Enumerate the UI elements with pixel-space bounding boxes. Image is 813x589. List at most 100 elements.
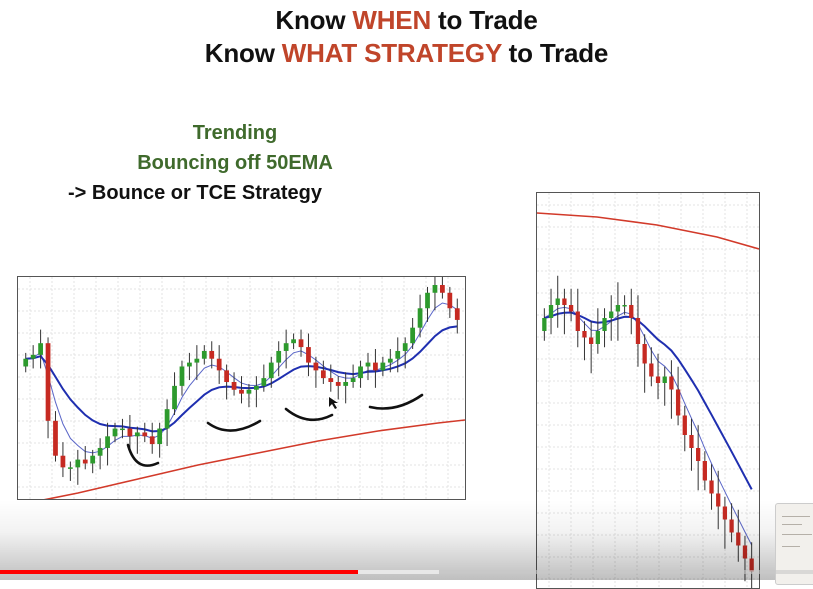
candle-body	[112, 428, 118, 437]
title-2-post: to Trade	[501, 38, 609, 68]
candle-body	[417, 308, 423, 328]
candle-body	[216, 358, 222, 371]
candle-body	[402, 343, 408, 351]
candle-body	[358, 366, 363, 379]
candle-body	[736, 532, 741, 546]
candle-body	[97, 447, 103, 456]
candle-body	[157, 428, 163, 445]
candle-body	[60, 455, 66, 468]
candle-body	[642, 344, 647, 364]
candle-body	[67, 467, 73, 469]
candle-body	[709, 480, 714, 494]
ema-50-line	[544, 311, 753, 490]
candle-body	[635, 318, 641, 344]
note-strategy: -> Bounce or TCE Strategy	[68, 182, 322, 204]
candle-body	[454, 308, 460, 320]
candle-body	[298, 339, 304, 348]
candle-body	[239, 389, 244, 394]
candle-body	[395, 350, 401, 359]
candle-body	[127, 428, 133, 437]
candle-body	[30, 354, 36, 359]
candle-body	[555, 298, 560, 305]
candle-body	[669, 376, 674, 390]
candle-body	[675, 389, 681, 416]
candle-body	[246, 389, 252, 394]
candle-body	[283, 343, 289, 351]
candle-body	[268, 362, 274, 379]
candle-body	[335, 382, 341, 386]
candle-body	[425, 292, 430, 309]
candle-body	[562, 298, 567, 305]
candle-body	[172, 385, 177, 410]
strategy-notes: Trending Bouncing off 50EMA -> Bounce or…	[60, 118, 410, 208]
candle-body	[582, 331, 587, 338]
title-2-pre: Know	[204, 38, 282, 68]
candle-body	[689, 435, 694, 448]
video-controls-overlay	[0, 500, 813, 580]
mouse-cursor-icon	[329, 397, 338, 409]
candle-body	[82, 459, 88, 464]
candle-body	[432, 285, 438, 293]
candle-body	[629, 305, 634, 318]
candle-body	[440, 285, 445, 293]
video-progress-bar[interactable]	[0, 570, 813, 574]
candle-body	[343, 382, 349, 386]
downtrend-chart	[536, 192, 760, 589]
thumb-line	[782, 516, 810, 517]
candle-body	[568, 305, 574, 312]
candle-body	[729, 519, 734, 533]
candle-body	[716, 493, 721, 507]
candle-body	[595, 331, 600, 344]
candle-body	[542, 318, 547, 331]
candle-body	[120, 428, 125, 431]
candle-body	[201, 350, 207, 359]
candle-body	[575, 311, 580, 331]
candle-body	[149, 436, 155, 445]
slide-title-line-1: Know WHEN to Trade	[0, 5, 813, 36]
candle-body	[187, 362, 192, 367]
candle-body	[602, 318, 607, 331]
note-trending: Trending	[192, 122, 278, 144]
bounce-annotation-2	[206, 419, 262, 432]
candle-body	[231, 382, 237, 390]
thumb-line	[782, 534, 812, 535]
candle-body	[194, 358, 200, 363]
bounce-annotation-4	[368, 393, 424, 410]
title-2-accent: WHAT STRATEGY	[281, 38, 502, 68]
candle-body	[261, 378, 267, 386]
bounce-annotation-3	[284, 407, 334, 422]
ema-200-line	[537, 212, 759, 250]
bounce-annotation-1	[126, 443, 160, 467]
candle-body	[722, 506, 728, 520]
title-1-accent: WHEN	[352, 5, 432, 35]
uptrend-chart	[17, 276, 466, 500]
candle-body	[365, 362, 371, 367]
uptrend-chart-svg	[18, 277, 465, 499]
candle-body	[142, 432, 148, 437]
candle-body	[53, 420, 58, 456]
candle-body	[164, 409, 170, 429]
candle-body	[90, 455, 96, 464]
candle-body	[696, 448, 701, 461]
candle-body	[306, 347, 311, 363]
title-1-pre: Know	[275, 5, 353, 35]
candle-body	[328, 378, 334, 382]
candle-body	[609, 311, 614, 318]
candle-body	[313, 362, 319, 371]
candle-body	[742, 545, 748, 559]
candle-body	[447, 292, 453, 309]
candle-body	[548, 305, 554, 318]
thumb-line	[782, 524, 802, 525]
candle-body	[105, 436, 110, 448]
candle-body	[702, 461, 707, 481]
candle-body	[655, 376, 661, 383]
candle-body	[380, 362, 386, 371]
candle-body	[38, 343, 43, 355]
candle-body	[649, 363, 654, 377]
thumb-line	[782, 546, 800, 547]
candle-body	[320, 370, 326, 379]
candle-body	[224, 370, 229, 382]
candle-body	[662, 376, 667, 383]
candle-body	[45, 343, 51, 421]
video-progress-fill	[0, 570, 358, 574]
